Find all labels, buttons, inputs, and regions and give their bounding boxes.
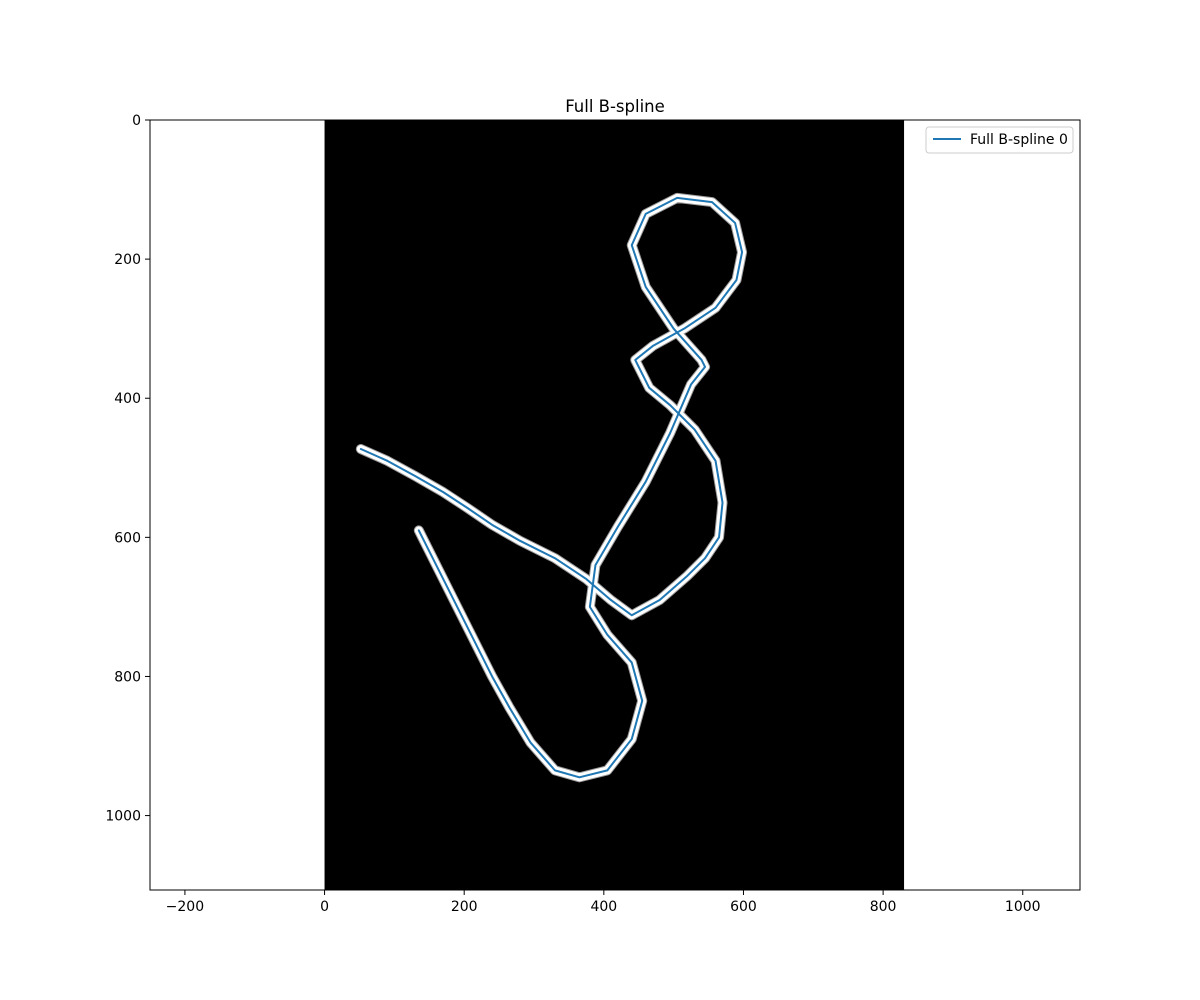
x-tick-label: −200 <box>166 899 204 915</box>
series-line-full-bspline-0 <box>359 196 744 779</box>
y-tick-label: 800 <box>114 669 141 685</box>
x-tick-label: 800 <box>870 899 897 915</box>
x-axis: −200 0 200 400 600 800 1000 <box>166 890 1041 915</box>
series-layer <box>359 196 744 779</box>
plot-area <box>149 119 1081 891</box>
legend-box <box>925 126 1074 154</box>
legend-label: Full B-spline 0 <box>970 132 1068 148</box>
axes-frame <box>149 119 1081 891</box>
y-tick-label: 400 <box>114 391 141 407</box>
legend: Full B-spline 0 <box>925 126 1074 154</box>
x-tick-label: 600 <box>730 899 757 915</box>
stroke-image <box>324 120 905 890</box>
y-tick-label: 600 <box>114 530 141 546</box>
y-tick-label: 0 <box>132 113 141 129</box>
y-tick-label: 200 <box>114 252 141 268</box>
y-axis: 0 200 400 600 800 1000 <box>105 113 150 825</box>
chart-title: Full B-spline <box>565 97 665 116</box>
x-tick-label: 1000 <box>1005 899 1041 915</box>
x-tick-label: 400 <box>590 899 617 915</box>
x-tick-label: 0 <box>320 899 329 915</box>
y-tick-label: 1000 <box>105 809 141 825</box>
x-tick-label: 200 <box>451 899 478 915</box>
